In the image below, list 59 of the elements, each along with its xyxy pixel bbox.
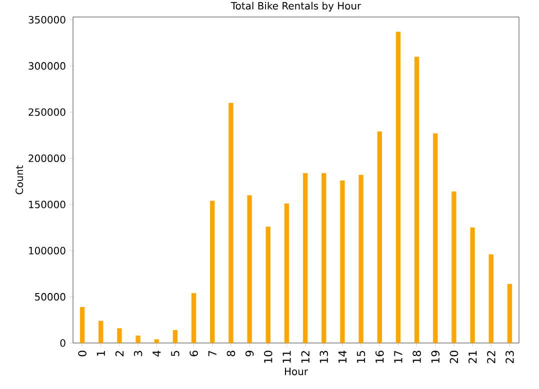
bar [136, 336, 140, 343]
bar [340, 180, 345, 343]
x-tick-label: 8 [226, 350, 236, 356]
y-tick-label: 100000 [29, 246, 66, 254]
x-tick-label: 5 [171, 350, 180, 356]
x-tick-label: 15 [356, 350, 366, 363]
x-tick-label: 1 [96, 351, 105, 356]
bar [377, 132, 382, 343]
bar [433, 133, 438, 343]
bar [452, 192, 456, 343]
x-tick-label: 16 [375, 350, 384, 363]
x-tick-label: 17 [394, 350, 402, 363]
bar [488, 254, 494, 343]
x-tick-label: 2 [115, 351, 124, 356]
x-tick-label: 22 [487, 351, 496, 364]
bar [302, 173, 308, 343]
bar [358, 174, 364, 343]
y-axis-title: Count [16, 165, 24, 194]
y-tick-label: 250000 [28, 108, 66, 116]
x-tick-label: 0 [78, 350, 86, 356]
bar [172, 330, 178, 343]
x-tick-label: 7 [208, 350, 216, 356]
x-tick-label: 12 [301, 351, 310, 363]
bar [396, 32, 401, 343]
x-tick-label: 3 [134, 350, 142, 356]
bar [154, 339, 159, 343]
bar [228, 102, 234, 343]
bar [507, 284, 512, 343]
chart-title: Total Bike Rentals by Hour [230, 2, 362, 12]
x-tick-label: 11 [282, 351, 291, 363]
x-tick-label: 4 [152, 350, 161, 356]
x-tick-label: 9 [245, 350, 254, 356]
y-tick-label: 200000 [28, 154, 66, 162]
x-axis-title: Hour [284, 368, 308, 376]
x-tick-label: 13 [320, 350, 328, 363]
y-tick-label: 0 [60, 339, 66, 347]
x-tick-label: 19 [431, 350, 440, 363]
x-tick-label: 6 [190, 350, 198, 356]
bar [266, 226, 270, 343]
bar [284, 204, 290, 343]
bar [80, 306, 85, 343]
y-tick-label: 50000 [35, 293, 66, 301]
x-tick-label: 10 [264, 350, 272, 363]
y-tick-label: 350000 [28, 16, 66, 24]
bar [470, 228, 475, 343]
y-tick-label: 300000 [28, 62, 66, 70]
bar [210, 200, 215, 343]
x-tick-label: 21 [468, 351, 477, 364]
x-tick-label: 14 [338, 350, 346, 363]
bar [191, 293, 196, 343]
bar [322, 173, 326, 343]
x-tick-label: 18 [412, 350, 421, 363]
bar [117, 328, 122, 343]
x-tick-label: 20 [450, 350, 458, 364]
bar [414, 56, 420, 343]
y-tick-label: 150000 [29, 200, 66, 208]
x-tick-label: 23 [506, 350, 514, 364]
bar [98, 320, 104, 343]
bar [247, 195, 252, 343]
